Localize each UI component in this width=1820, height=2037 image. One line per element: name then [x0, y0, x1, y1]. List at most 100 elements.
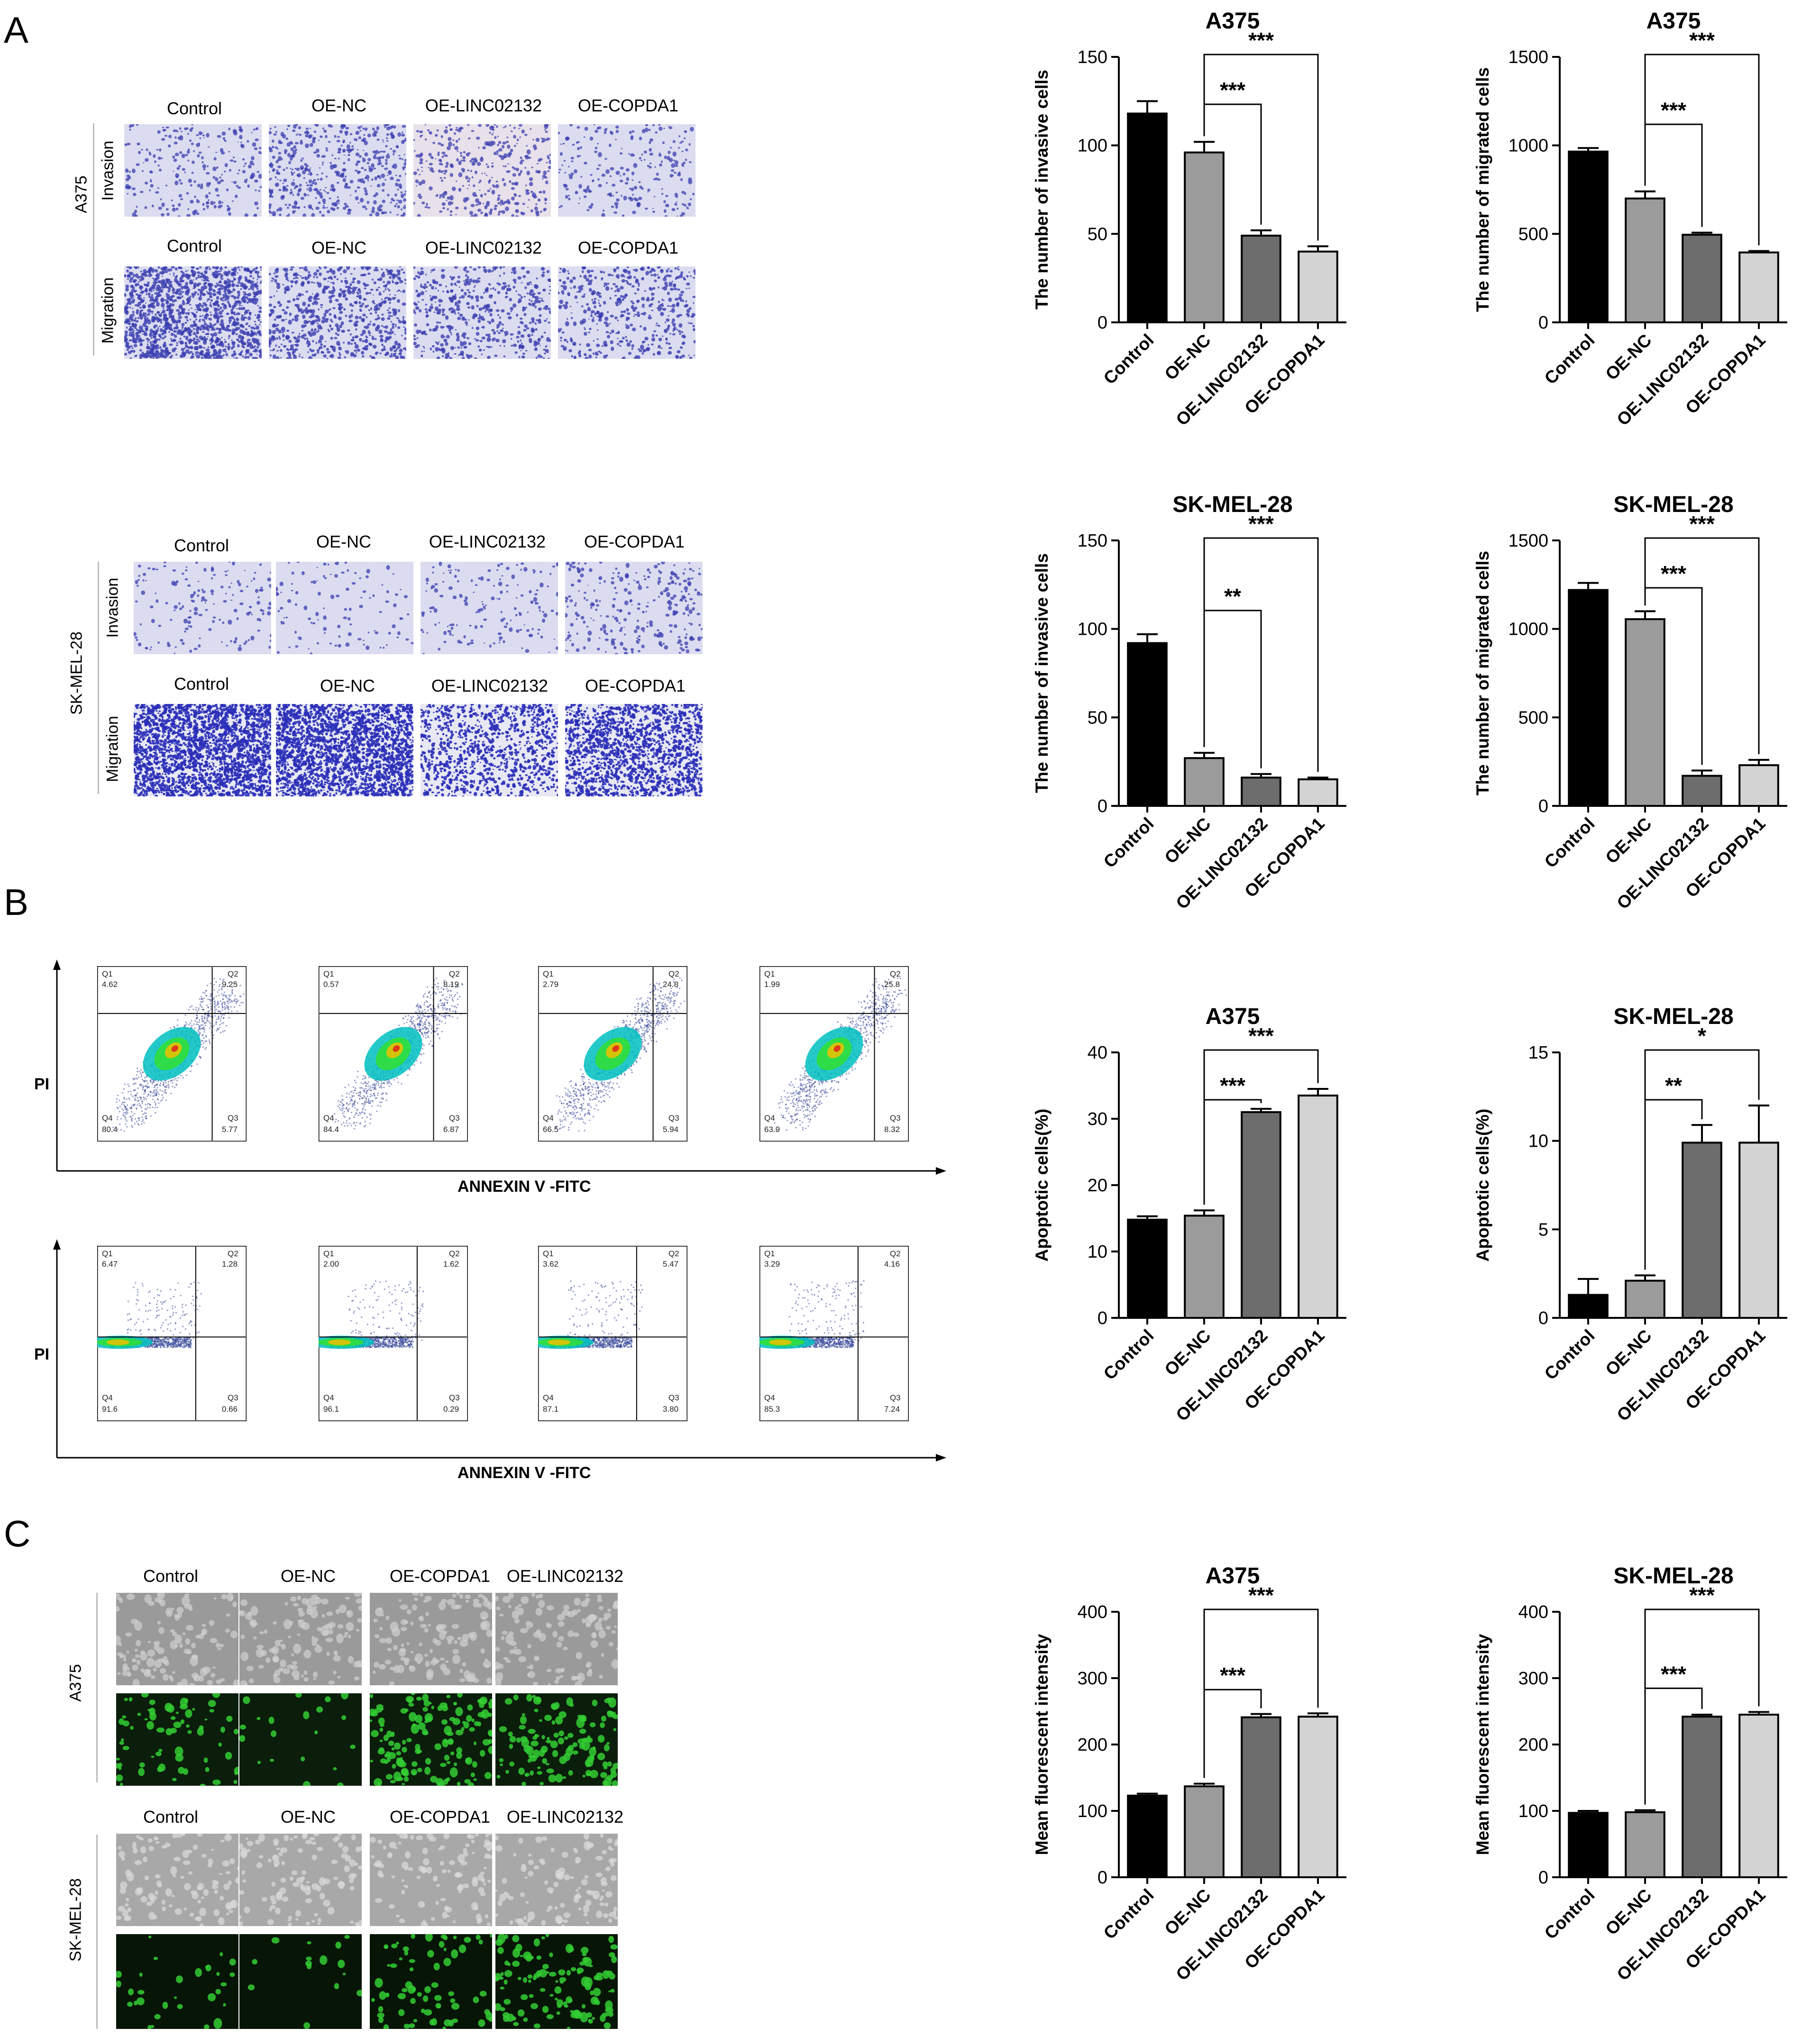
chart-6-ytick-label-1: 5 [1538, 1220, 1548, 1240]
chart-6-bar-1 [1568, 1294, 1609, 1319]
skmel-row-divider [98, 562, 99, 794]
flow-top-plot-4-q1-value: 1.99 [764, 980, 780, 989]
c-a375-fluorescence-1 [116, 1693, 238, 1786]
chart-4-bar-4 [1738, 764, 1779, 807]
chart-1-bracket-2 [1203, 54, 1319, 241]
c-skmel-label-oe-linc02132: OE-LINC02132 [507, 1807, 623, 1827]
skmel-invasion-label-control: Control [174, 536, 229, 556]
chart-7-ytick-label-0: 0 [1097, 1868, 1107, 1888]
flow-top-plot-4-q4-name: Q4 [764, 1114, 775, 1123]
chart-6-bar-4 [1738, 1142, 1779, 1319]
chart-1-ytick-label-3: 150 [1078, 47, 1107, 67]
chart-7-xtick-label-2: OE-NC [1161, 1885, 1214, 1939]
flow-bottom-plot-1-q1-name: Q1 [102, 1249, 113, 1258]
chart-7-bar-1 [1127, 1794, 1168, 1878]
chart-4-bar-2 [1625, 618, 1665, 807]
chart-5-bar-3 [1241, 1111, 1281, 1319]
flow-top-plot-1-q2-value: 9.25 [222, 980, 238, 989]
chart-2-ytick-label-2: 1000 [1508, 136, 1548, 156]
c-skmel-label-oe-copda1: OE-COPDA1 [390, 1807, 490, 1827]
c-a375-label-control: Control [143, 1566, 198, 1586]
chart-2-ytick-label-0: 0 [1538, 313, 1548, 333]
flow-top-plot-3-q2-value: 24.8 [663, 980, 678, 989]
flow-bottom-plot-3-q1-value: 3.62 [543, 1260, 558, 1269]
chart-3-bar-3 [1241, 776, 1281, 807]
chart-6-ylabel: Apoptotic cells(%) [1473, 1109, 1492, 1262]
chart-2-xtick-label-1: Control [1541, 330, 1599, 388]
skmel-invasion-label-oe-linc02132: OE-LINC02132 [429, 532, 546, 552]
skmel-migration-label-control: Control [174, 674, 229, 694]
flow-top-plot-3-q2-name: Q2 [668, 969, 679, 978]
chart-4-ytick-label-3: 1500 [1508, 531, 1548, 551]
a375-invasion-label-oe-copda1: OE-COPDA1 [578, 96, 678, 116]
chart-7-ytick-label-1: 100 [1078, 1801, 1107, 1821]
chart-5-significance-1: *** [1220, 1073, 1245, 1098]
flow-bottom-plot-1-q2-name: Q2 [228, 1249, 238, 1258]
flow-top-plot-1-q3-name: Q3 [228, 1114, 238, 1123]
chart-2-bracket-2 [1644, 54, 1760, 246]
flow-top-plot-1-q4-name: Q4 [102, 1114, 113, 1123]
chart-5-bracket-2 [1203, 1049, 1319, 1205]
flow-top-plot-4-q3-name: Q3 [890, 1114, 901, 1123]
skmel-migration-micrograph-3 [421, 704, 558, 796]
chart-1-bar-1 [1127, 112, 1168, 323]
flow-top-plot-4-q3-value: 8.32 [884, 1125, 900, 1134]
chart-1-bar-3 [1241, 235, 1281, 324]
chart-5-ytick-label-2: 20 [1088, 1176, 1107, 1196]
c-skmel-fluorescence-3 [370, 1934, 492, 2029]
c-a375-fluorescence-4 [495, 1693, 618, 1786]
c-a375-row-divider [96, 1593, 98, 1782]
flow-top-plot-3-q3-value: 5.94 [663, 1125, 678, 1134]
c-a375-label-oe-linc02132: OE-LINC02132 [507, 1566, 623, 1586]
a375-migration-label-oe-linc02132: OE-LINC02132 [425, 238, 542, 258]
flow-bottom-plot-4-q4-name: Q4 [764, 1393, 775, 1402]
c-a375-label-oe-copda1: OE-COPDA1 [390, 1566, 490, 1586]
chart-7-significance-2: *** [1248, 1583, 1274, 1608]
skmel-migration-micrograph-2 [276, 704, 413, 796]
chart-7-bar-2 [1184, 1785, 1225, 1879]
skmel-invasion-micrograph-4 [565, 562, 703, 654]
a375-invasion-label-oe-linc02132: OE-LINC02132 [425, 96, 542, 116]
chart-4-significance-1: *** [1661, 561, 1686, 586]
chart-8-xtick-label-1: Control [1541, 1885, 1599, 1943]
flow-bottom-plot-2-q2-name: Q2 [449, 1249, 460, 1258]
chart-7-title: A375 [1206, 1563, 1260, 1589]
c-skmel-fluorescence-2 [239, 1934, 362, 2029]
chart-6-bracket-2 [1644, 1049, 1760, 1270]
chart-1-xtick-label-1: Control [1100, 330, 1158, 388]
chart-5-ytick-label-1: 10 [1088, 1242, 1107, 1262]
chart-6-ytick-label-0: 0 [1538, 1308, 1548, 1328]
chart-1-ytick-label-1: 50 [1088, 224, 1107, 244]
flow-bottom-plot-3-q3-value: 3.80 [663, 1405, 678, 1414]
skmel-invasion-micrograph-1 [134, 562, 271, 654]
flow-bottom-plot-3-q4-name: Q4 [543, 1393, 554, 1402]
flow-top-plot-4-q2-value: 25.8 [884, 980, 900, 989]
chart-1-title: A375 [1206, 9, 1260, 34]
flow-top-plot-4-q4-value: 63.9 [764, 1125, 780, 1134]
a375-invasion-micrograph-2 [269, 124, 406, 217]
flow-top-plot-3-q4-value: 66.5 [543, 1125, 558, 1134]
c-skmel-row-divider [96, 1835, 98, 2029]
a375-row-divider [93, 123, 94, 356]
chart-8-xtick-label-2: OE-NC [1601, 1885, 1655, 1939]
c-skmel-fluorescence-1 [116, 1934, 238, 2029]
flow-bottom-plot-1-q3-value: 0.66 [222, 1405, 238, 1414]
chart-2-bar-4 [1738, 251, 1779, 323]
c-skmel-brightfield-3 [370, 1834, 492, 1926]
chart-1-significance-2: *** [1248, 28, 1274, 53]
skmel-invasion-label-oe-copda1: OE-COPDA1 [584, 532, 685, 552]
chart-6-ytick-label-2: 10 [1528, 1132, 1548, 1151]
flow-bottom-y-axis-title: PI [34, 1345, 49, 1364]
flow-top-plot-1-q3-value: 5.77 [222, 1125, 238, 1134]
a375-invasion-label-oe-nc: OE-NC [311, 96, 366, 116]
chart-1-xtick-label-2: OE-NC [1161, 330, 1214, 384]
c-a375-fluorescence-3 [370, 1693, 492, 1786]
flow-bottom-plot-4-q1-name: Q1 [764, 1249, 775, 1258]
chart-8-bar-4 [1738, 1714, 1779, 1878]
chart-7-ytick-label-2: 200 [1078, 1735, 1107, 1755]
c-a375-brightfield-3 [370, 1593, 492, 1685]
chart-5-significance-2: *** [1248, 1023, 1274, 1048]
chart-3-xtick-label-2: OE-NC [1161, 814, 1214, 868]
skmel-migration-micrograph-1 [134, 704, 271, 796]
chart-7-significance-1: *** [1220, 1663, 1245, 1688]
